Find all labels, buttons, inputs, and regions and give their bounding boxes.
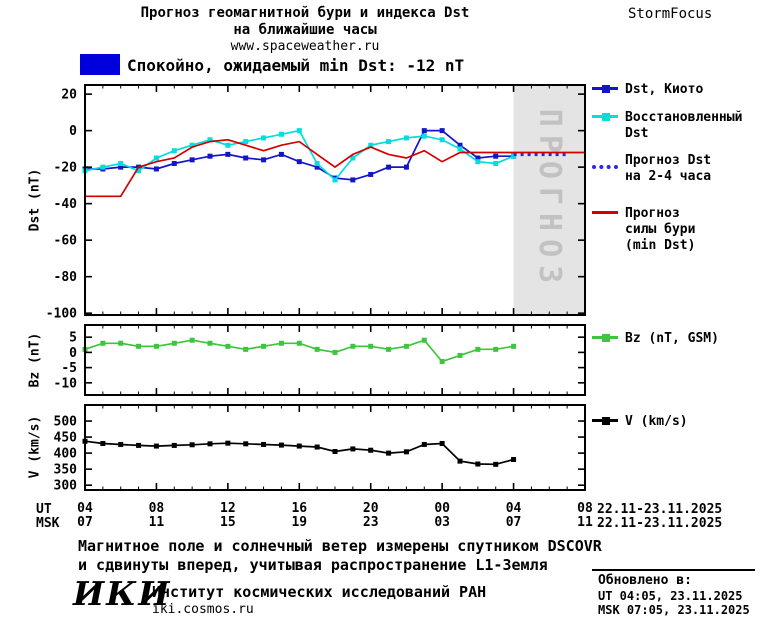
svg-text:03: 03: [434, 515, 450, 530]
msk-date-range: 22.11-23.11.2025: [597, 516, 723, 531]
status-color-swatch: [80, 54, 120, 75]
svg-text:-80: -80: [54, 270, 78, 285]
ut-row-label: UT: [36, 502, 52, 517]
svg-text:04: 04: [506, 501, 522, 516]
dst-panel: 20 0 -20 -40 -60 -80 -100: [46, 84, 586, 322]
svg-text:0: 0: [69, 124, 77, 139]
y-axis-label-dst: Dst (nT): [27, 168, 43, 232]
svg-text:00: 00: [434, 501, 450, 516]
svg-text:07: 07: [77, 515, 93, 530]
legend-label-dst-kyoto: Dst, Киото: [625, 82, 704, 97]
svg-text:-40: -40: [54, 197, 78, 212]
forecast-dotted-marker-icon: [592, 165, 618, 169]
status-text: Спокойно, ожидаемый min Dst: -12 nT: [127, 56, 465, 75]
svg-text:5: 5: [69, 331, 77, 346]
svg-text:20: 20: [363, 501, 379, 516]
svg-text:-60: -60: [54, 234, 78, 249]
y-axis-label-bz: Bz (nT): [27, 332, 43, 388]
svg-text:500: 500: [54, 415, 78, 430]
svg-text:0: 0: [69, 346, 77, 361]
legend-item-storm-forecast: Прогноз силы бури (min Dst): [592, 206, 758, 254]
svg-text:450: 450: [54, 431, 78, 446]
legend-label-restored-dst: Восстановленный Dst: [625, 110, 743, 141]
forecast-region-label: ПРОГНОЗ: [532, 109, 567, 291]
bz-line-marker-icon: [592, 333, 618, 342]
v-line-marker-icon: [592, 416, 618, 425]
svg-text:11: 11: [149, 515, 165, 530]
institute-name: Институт космических исследований РАН: [152, 583, 487, 601]
svg-text:08: 08: [149, 501, 165, 516]
svg-text:23: 23: [363, 515, 379, 530]
bz-panel: 50-5-10: [54, 324, 586, 396]
svg-text:20: 20: [61, 88, 77, 103]
svg-text:04: 04: [77, 501, 93, 516]
iki-logo: ИКИ: [73, 574, 172, 613]
legend-label-v: V (km/s): [625, 414, 688, 429]
page-title: Прогноз геомагнитной бури и индекса Dst: [140, 5, 470, 21]
updated-divider: [592, 569, 755, 571]
svg-text:400: 400: [54, 447, 78, 462]
legend-item-restored-dst: Восстановленный Dst: [592, 110, 758, 142]
svg-text:08: 08: [577, 501, 593, 516]
forecast-region: [513, 85, 585, 315]
legend-label-bz: Bz (nT, GSM): [625, 331, 719, 346]
svg-text:11: 11: [577, 515, 593, 530]
legend-item-v: V (km/s): [592, 414, 758, 430]
updated-time-msk: MSK 07:05, 23.11.2025: [598, 603, 750, 617]
legend-label-forecast-dst: Прогноз Dst на 2-4 часа: [625, 153, 712, 184]
iki-website: iki.cosmos.ru: [152, 602, 254, 617]
data-source-note-line1: Магнитное поле и солнечный ветер измерен…: [78, 537, 602, 555]
legend-item-bz: Bz (nT, GSM): [592, 331, 758, 347]
legend-item-dst-kyoto: Dst, Киото: [592, 82, 758, 98]
svg-text:300: 300: [54, 479, 78, 494]
page-subtitle: на ближайшие часы: [233, 22, 377, 38]
svg-text:16: 16: [291, 501, 307, 516]
legend-item-forecast-dst: Прогноз Dst на 2-4 часа: [592, 153, 758, 185]
website-url: www.spaceweather.ru: [230, 39, 380, 54]
kyoto-line-marker-icon: [592, 84, 618, 93]
svg-text:-100: -100: [46, 307, 77, 322]
svg-text:19: 19: [291, 515, 307, 530]
svg-text:12: 12: [220, 501, 236, 516]
msk-row-label: MSK: [36, 516, 60, 531]
svg-text:-5: -5: [61, 361, 77, 376]
svg-text:15: 15: [220, 515, 236, 530]
restored-line-marker-icon: [592, 112, 618, 121]
ut-date-range: 22.11-23.11.2025: [597, 502, 723, 517]
svg-text:350: 350: [54, 463, 78, 478]
updated-label: Обновлено в:: [598, 573, 692, 588]
legend-label-storm-forecast: Прогноз силы бури (min Dst): [625, 206, 696, 253]
svg-text:07: 07: [506, 515, 522, 530]
storm-line-marker-icon: [592, 211, 618, 214]
data-source-note-line2: и сдвинуты вперед, учитывая распростране…: [78, 556, 548, 574]
svg-text:-10: -10: [54, 376, 78, 391]
updated-time-ut: UT 04:05, 23.11.2025: [598, 589, 743, 603]
svg-text:-20: -20: [54, 161, 78, 176]
brand-label: StormFocus: [628, 6, 713, 22]
y-axis-label-v: V (km/s): [27, 415, 43, 479]
